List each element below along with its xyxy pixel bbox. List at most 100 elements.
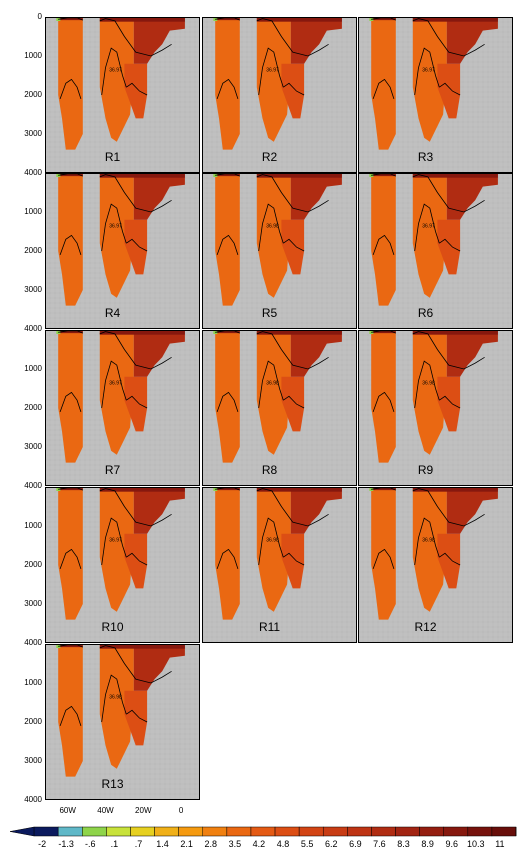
upper-shelf [446,330,498,377]
section-panel-R5: 36.98 R5 [202,173,357,329]
contour-label: 36.98 [422,538,435,544]
panel-frame [202,17,357,173]
upper-shelf [446,487,498,534]
panel-frame [45,487,200,643]
panel-label: R9 [418,463,434,477]
basin-east-deep [281,63,305,119]
basin-east-deep [124,690,148,746]
colorbar-tick-label: -.6 [85,839,96,849]
contour-line [283,82,305,96]
upper-shelf [290,173,342,220]
surface-warm-layer [99,644,185,649]
y-tick-label: 1000 [24,51,42,60]
panel-frame [202,487,357,643]
contour-line [59,234,82,256]
colorbar-tick-label: 8.9 [421,839,434,849]
surface-warm-layer [215,487,240,491]
y-tick-label: 1000 [24,364,42,373]
surface-warm-layer [412,487,498,492]
panel-label: R11 [259,620,280,634]
contour-line [283,395,305,409]
basin-west [58,487,83,620]
contour-line [101,203,127,252]
contour-label: 36.98 [266,538,279,544]
basin-west [215,17,240,150]
contour-line [101,360,127,409]
basin-east-deep [281,533,305,589]
panel-frame [45,644,200,800]
y-tick-label: 3000 [24,442,42,451]
y-tick-label: 1000 [24,521,42,530]
basin-central [412,17,447,142]
section-panel-R6: 36.97 R6 [358,173,513,329]
contour-line [126,709,148,723]
contour-line [99,18,172,57]
y-tick-label: 4000 [24,481,42,490]
basin-east-deep [437,533,461,589]
basin-central [256,17,291,142]
contour-line [258,203,284,252]
panel-frame [202,173,357,329]
contour-line [439,82,461,96]
contour-line [412,331,485,370]
upper-shelf [133,17,185,64]
colorbar-tick-label: 6.9 [349,839,362,849]
contour-line [99,488,172,527]
y-tick-label: 4000 [24,168,42,177]
contour-line [59,78,82,100]
surface-warm-layer [99,330,185,335]
colorbar-tick-label: 2.1 [180,839,193,849]
section-panel-R1: 36.97 R1 [45,17,200,173]
panel-frame [202,330,357,486]
contour-line [256,488,329,527]
panel-label: R10 [101,620,123,634]
surface-warm-layer [99,487,185,492]
panel-frame [358,173,513,329]
contour-line [99,645,172,684]
contour-label: 36.97 [422,68,435,74]
y-tick-label: 4000 [24,324,42,333]
contour-line [99,174,172,213]
basin-east-deep [124,63,148,119]
surface-warm-layer [256,330,342,335]
basin-central [412,173,447,298]
basin-central [256,173,291,298]
surface-warm-layer [412,173,498,178]
panel-label: R13 [101,777,123,791]
contour-line [256,18,329,57]
panel-frame [45,330,200,486]
surface-warm-layer [371,330,396,334]
section-panel-R13: 36.98 R13 [45,644,200,800]
basin-central [412,487,447,612]
contour-line [439,395,461,409]
contour-line [439,552,461,566]
basin-central [256,487,291,612]
basin-east-deep [124,376,148,432]
contour-line [101,47,127,96]
upper-shelf [133,487,185,534]
contour-label: 36.98 [266,224,279,230]
contour-label: 36.98 [109,695,122,701]
surface-warm-layer [58,173,83,177]
colorbar-tick-label: 3.5 [228,839,242,849]
colorbar-tick-label: 6.2 [324,839,338,849]
panel-label: R3 [418,150,434,164]
upper-shelf [290,17,342,64]
colorbar-tick-label: 1.4 [156,839,169,849]
contour-line [372,78,395,100]
contour-line [216,391,239,413]
panel-label: R5 [262,306,278,320]
panel-label: R8 [262,463,278,477]
contour-line [101,517,127,566]
basin-central [99,330,134,455]
panel-label: R6 [418,306,434,320]
basin-west [215,173,240,306]
basin-central [99,173,134,298]
basin-central [412,330,447,455]
basin-west [371,330,396,463]
surface-warm-layer [215,173,240,177]
upper-shelf [133,644,185,691]
surface-warm-layer [412,17,498,22]
colorbar-tick-label: -1.3 [58,839,74,849]
contour-line [412,18,485,57]
